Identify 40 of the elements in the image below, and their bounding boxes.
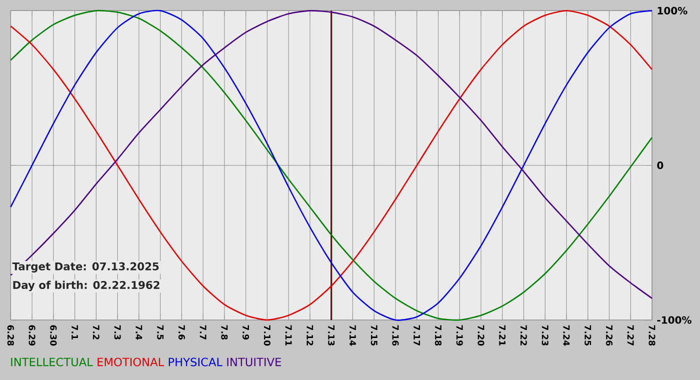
text: INTUITIVE <box>227 358 281 366</box>
x-tick-label: 7.13 <box>328 325 335 346</box>
text: EMOTIONAL <box>98 358 164 366</box>
x-tick-label: 7.15 <box>370 325 378 346</box>
x-tick-label: 7.11 <box>285 325 292 346</box>
y-tick-label: 0 <box>657 162 664 170</box>
x-tick-label: 7.12 <box>306 325 314 346</box>
x-tick-label: 7.24 <box>563 325 570 346</box>
x-tick-label: 7.25 <box>584 325 592 346</box>
x-tick-label: 6.30 <box>50 325 57 346</box>
x-tick-label: 7.19 <box>456 325 463 346</box>
x-tick-label: 7.18 <box>434 325 442 346</box>
x-tick-label: 7.10 <box>264 325 270 346</box>
x-tick-label: 7.6 <box>178 325 185 340</box>
x-tick-label: 7.26 <box>606 325 613 346</box>
text: INTELLECTUAL <box>11 358 93 366</box>
x-tick-label: 7.7 <box>200 325 206 340</box>
x-tick-label: 7.22 <box>520 325 527 346</box>
x-tick-label: 7.16 <box>392 325 399 346</box>
x-tick-label: 7.20 <box>478 325 484 346</box>
annotation: Target Date: 07.13.2025 <box>12 262 159 273</box>
x-tick-label: 7.27 <box>627 325 634 346</box>
x-tick-label: 7.5 <box>157 325 164 340</box>
x-tick-label: 7.17 <box>414 325 420 346</box>
x-tick-label: 7.1 <box>72 325 78 340</box>
x-tick-label: 7.23 <box>542 325 548 346</box>
x-tick-label: 7.3 <box>114 325 121 340</box>
x-tick-label: 7.9 <box>242 325 250 340</box>
text: PHYSICAL <box>168 358 222 366</box>
x-tick-label: 6.29 <box>28 325 36 346</box>
x-tick-label: 7.21 <box>499 325 506 346</box>
x-tick-label: 7.2 <box>92 325 100 340</box>
y-tick-label: -100% <box>657 316 692 324</box>
x-tick-label: 7.14 <box>350 325 356 346</box>
annotation: Day of birth: 02.22.1962 <box>13 280 160 292</box>
y-tick-label: 100% <box>658 6 688 14</box>
x-tick-label: 7.4 <box>136 325 142 340</box>
x-tick-label: 6.28 <box>7 325 14 346</box>
x-tick-label: 7.8 <box>221 325 228 340</box>
x-tick-label: 7.28 <box>648 325 656 346</box>
